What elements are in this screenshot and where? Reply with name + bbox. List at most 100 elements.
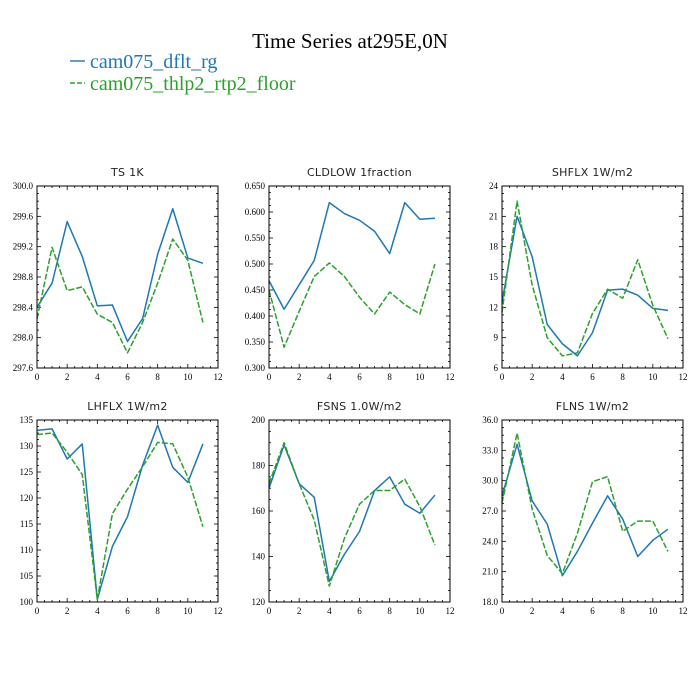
shflx-y-tick-label: 9 — [494, 333, 499, 343]
shflx-title: SHFLX 1W/m2 — [552, 166, 633, 179]
cldlow-y-tick-label: 0.300 — [245, 363, 266, 373]
lhflx-x-tick-label: 2 — [65, 606, 70, 616]
cldlow-x-tick-label: 0 — [267, 372, 272, 382]
shflx-x-tick-label: 2 — [530, 372, 535, 382]
flns-x-tick-label: 6 — [590, 606, 595, 616]
ts-x-tick-label: 10 — [183, 372, 193, 382]
ts-title: TS 1K — [110, 166, 144, 179]
cldlow-y-tick-label: 0.400 — [245, 311, 266, 321]
cldlow-x-tick-label: 4 — [327, 372, 332, 382]
cldlow-y-tick-label: 0.550 — [245, 233, 266, 243]
lhflx-x-tick-label: 12 — [214, 606, 223, 616]
ts-y-tick-label: 297.6 — [13, 363, 34, 373]
lhflx-y-tick-label: 100 — [20, 597, 34, 607]
flns-y-tick-label: 18.0 — [482, 597, 498, 607]
ts-panel: TS 1K 0 2 4 6 8 10 12 297.6 298.0 298.4 298.8 299.2 2… — [13, 166, 223, 382]
lhflx-y-tick-label: 130 — [20, 441, 34, 451]
shflx-x-tick-label: 10 — [648, 372, 658, 382]
lhflx-x-tick-label: 6 — [125, 606, 130, 616]
lhflx-panel: LHFLX 1W/m2 0 2 4 6 8 10 12 100 105 110 115 120 125 13… — [20, 400, 223, 616]
flns-y-tick-label: 24.0 — [482, 536, 498, 546]
fsns-frame — [268, 419, 451, 603]
ts-series-thlp2-line — [36, 238, 204, 354]
ts-y-tick-label: 298.4 — [13, 302, 34, 312]
lhflx-y-tick-label: 125 — [20, 467, 34, 477]
cldlow-y-tick-label: 0.500 — [245, 259, 266, 269]
cldlow-x-tick-label: 10 — [415, 372, 425, 382]
lhflx-series-dflt-line — [36, 424, 204, 601]
fsns-x-tick-label: 2 — [297, 606, 302, 616]
flns-x-tick-label: 4 — [560, 606, 565, 616]
cldlow-series-dflt-line — [268, 201, 435, 310]
shflx-y-tick-label: 24 — [489, 181, 499, 191]
lhflx-y-tick-label: 105 — [20, 571, 34, 581]
ts-x-tick-label: 2 — [65, 372, 70, 382]
flns-x-tick-label: 12 — [679, 606, 688, 616]
cldlow-y-tick-label: 0.600 — [245, 207, 266, 217]
fsns-y-tick-label: 120 — [252, 597, 266, 607]
shflx-y-tick-label: 12 — [489, 302, 498, 312]
ts-x-tick-label: 12 — [214, 372, 223, 382]
flns-x-tick-label: 8 — [620, 606, 625, 616]
cldlow-x-tick-label: 2 — [297, 372, 302, 382]
figure-title: Time Series at295E,0N — [252, 29, 448, 53]
fsns-y-tick-label: 160 — [252, 506, 266, 516]
lhflx-y-tick-label: 115 — [20, 519, 34, 529]
legend: cam075_dflt_rg cam075_thlp2_rtp2_floor — [70, 51, 296, 95]
shflx-y-tick-label: 21 — [489, 211, 498, 221]
flns-series-dflt-line — [501, 443, 669, 577]
flns-panel: FLNS 1W/m2 0 2 4 6 8 10 12 18.0 21.0 24.0 27.0 30.0 3… — [482, 400, 687, 616]
cldlow-y-tick-label: 0.350 — [245, 337, 266, 347]
cldlow-y-tick-label: 0.650 — [245, 181, 266, 191]
flns-x-tick-label: 10 — [648, 606, 658, 616]
cldlow-title: CLDLOW 1fraction — [307, 166, 412, 179]
cldlow-x-tick-label: 12 — [446, 372, 455, 382]
shflx-x-tick-label: 12 — [679, 372, 688, 382]
shflx-x-tick-label: 0 — [500, 372, 505, 382]
ts-y-tick-label: 299.6 — [13, 211, 34, 221]
fsns-x-tick-label: 8 — [387, 606, 392, 616]
fsns-y-tick-label: 180 — [252, 461, 266, 471]
fsns-y-tick-label: 200 — [252, 415, 266, 425]
fsns-panel: FSNS 1.0W/m2 0 2 4 6 8 10 12 120 140 160 180 200 — [252, 400, 455, 616]
legend-label-thlp2: cam075_thlp2_rtp2_floor — [90, 73, 296, 95]
ts-y-tick-label: 299.2 — [13, 242, 33, 252]
fsns-series-dflt-line — [268, 444, 436, 583]
flns-y-tick-label: 30.0 — [482, 476, 498, 486]
lhflx-series-thlp2-line — [36, 432, 204, 601]
fsns-x-tick-label: 12 — [446, 606, 455, 616]
lhflx-x-tick-label: 10 — [183, 606, 193, 616]
cldlow-series-thlp2-line — [268, 262, 436, 348]
ts-x-tick-label: 0 — [35, 372, 40, 382]
legend-label-dflt: cam075_dflt_rg — [90, 51, 217, 73]
fsns-x-tick-label: 0 — [267, 606, 272, 616]
ts-x-tick-label: 6 — [125, 372, 130, 382]
lhflx-y-tick-label: 120 — [20, 493, 34, 503]
lhflx-x-tick-label: 8 — [155, 606, 160, 616]
flns-frame — [501, 419, 684, 603]
flns-title: FLNS 1W/m2 — [556, 400, 629, 413]
shflx-y-tick-label: 15 — [489, 272, 499, 282]
fsns-x-tick-label: 10 — [415, 606, 425, 616]
ts-series-dflt-line — [36, 208, 204, 343]
shflx-x-tick-label: 8 — [620, 372, 625, 382]
cldlow-y-tick-label: 0.450 — [245, 285, 266, 295]
flns-y-tick-label: 27.0 — [482, 506, 498, 516]
fsns-series-thlp2-line — [268, 442, 436, 587]
lhflx-title: LHFLX 1W/m2 — [87, 400, 167, 413]
ts-y-tick-label: 298.0 — [13, 333, 34, 343]
cldlow-x-tick-label: 8 — [387, 372, 392, 382]
cldlow-frame — [268, 185, 451, 369]
flns-y-tick-label: 21.0 — [482, 567, 498, 577]
fsns-x-tick-label: 4 — [327, 606, 332, 616]
lhflx-y-tick-label: 135 — [20, 415, 34, 425]
shflx-x-tick-label: 6 — [590, 372, 595, 382]
cldlow-x-tick-label: 6 — [357, 372, 362, 382]
flns-series-thlp2-line — [501, 432, 669, 575]
lhflx-x-tick-label: 4 — [95, 606, 100, 616]
ts-y-tick-label: 300.0 — [13, 181, 34, 191]
shflx-series-thlp2-line — [501, 200, 669, 357]
cldlow-panel: CLDLOW 1fraction 0 2 4 6 8 10 12 0.300 0.350 0.400… — [245, 166, 455, 382]
panels: TS 1K0 2 4 6 8 10 12297.6298.0298.4298.8299.22… — [13, 166, 688, 616]
